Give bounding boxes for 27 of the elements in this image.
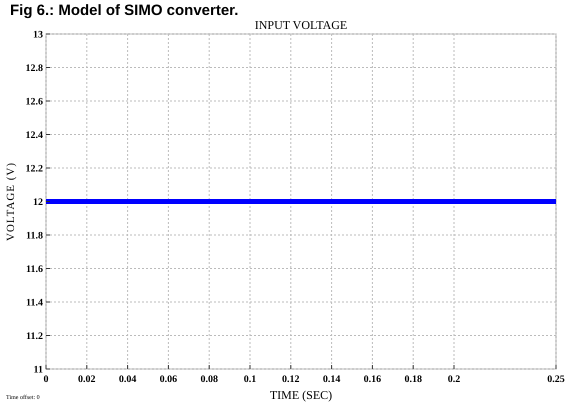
y-tick-label: 11.8 (26, 230, 43, 242)
y-tick-label: 11 (34, 364, 43, 376)
y-axis-title: VOLTAGE (V) (5, 162, 17, 242)
y-tick-label: 12.6 (26, 96, 43, 108)
x-tick-label: 0.14 (322, 374, 340, 385)
x-axis-title: TIME (SEC) (270, 388, 332, 402)
x-tick-label: 0.06 (160, 374, 178, 385)
x-tick-label: 0.1 (244, 374, 256, 385)
x-tick-label: 0.02 (78, 374, 96, 385)
chart-title: INPUT VOLTAGE (254, 18, 348, 32)
x-tick-label: 0.25 (547, 374, 565, 385)
x-tick-label: 0 (44, 374, 48, 385)
y-tick-label: 11.6 (26, 264, 43, 275)
x-tick-label: 0.12 (282, 374, 300, 385)
y-tick-label: 12 (33, 197, 43, 208)
x-tick-label: 0.18 (404, 374, 422, 385)
y-tick-label: 11.2 (26, 331, 43, 342)
y-tick-label: 12.4 (26, 130, 43, 141)
x-tick-label: 0.08 (200, 374, 218, 385)
y-tick-label: 12.8 (26, 63, 43, 74)
y-tick-label: 12.2 (26, 164, 43, 174)
x-tick-label: 0.04 (118, 374, 136, 385)
caption: Fig 6.: Model of SIMO converter. (10, 2, 238, 19)
x-tick-label: 0.16 (364, 374, 382, 385)
x-tick-label: 0.2 (448, 374, 460, 385)
y-tick-label: 13 (33, 30, 43, 40)
y-tick-label: 11.4 (26, 298, 43, 308)
